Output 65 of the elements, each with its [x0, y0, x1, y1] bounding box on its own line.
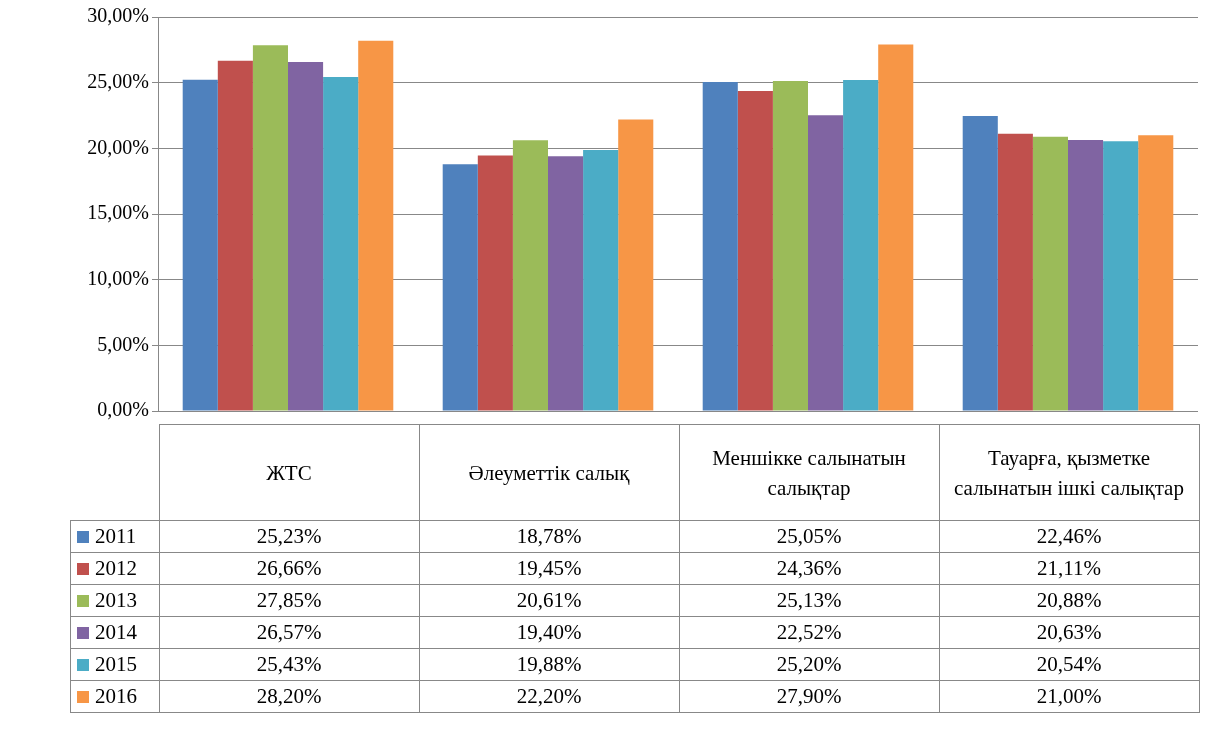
data-label: 20,88% — [939, 584, 1199, 617]
y-tick-label: 30,00% — [87, 4, 149, 27]
bar — [702, 82, 738, 411]
legend-label: 2011 — [95, 524, 137, 548]
bar — [843, 80, 879, 411]
bar — [358, 40, 394, 411]
bar — [1068, 140, 1104, 411]
legend-label: 2013 — [95, 588, 137, 612]
bar — [442, 164, 478, 411]
data-label: 24,36% — [679, 552, 939, 585]
bar — [1138, 135, 1174, 411]
bar — [477, 155, 513, 411]
data-label: 27,90% — [679, 680, 939, 713]
data-label: 25,43% — [159, 648, 419, 681]
legend-label: 2014 — [95, 620, 137, 644]
data-label: 19,45% — [419, 552, 679, 585]
bar — [252, 45, 288, 411]
y-tick-label: 25,00% — [87, 69, 149, 92]
data-label: 22,20% — [419, 680, 679, 713]
bar — [808, 115, 844, 411]
x-tick-label: ЖТС — [159, 424, 419, 521]
data-label: 26,66% — [159, 552, 419, 585]
data-label: 20,63% — [939, 616, 1199, 649]
bar — [962, 116, 998, 411]
bar — [1103, 141, 1139, 411]
bar — [737, 91, 773, 411]
data-label: 25,20% — [679, 648, 939, 681]
data-label: 25,05% — [679, 520, 939, 553]
data-label: 27,85% — [159, 584, 419, 617]
bar — [548, 156, 584, 411]
data-label: 25,13% — [679, 584, 939, 617]
data-label: 20,61% — [419, 584, 679, 617]
data-label: 21,00% — [939, 680, 1199, 713]
bar — [217, 60, 253, 411]
data-label: 26,57% — [159, 616, 419, 649]
bar — [583, 149, 619, 411]
data-label: 22,52% — [679, 616, 939, 649]
bar — [997, 133, 1033, 411]
data-label: 19,88% — [419, 648, 679, 681]
y-tick-label: 15,00% — [87, 201, 149, 224]
data-label: 25,23% — [159, 520, 419, 553]
y-tick-label: 0,00% — [97, 398, 149, 421]
x-tick-label: Әлеуметтік салық — [419, 424, 679, 521]
bar — [618, 119, 654, 411]
bar — [182, 79, 218, 411]
bar — [323, 77, 359, 411]
data-label: 28,20% — [159, 680, 419, 713]
data-label: 22,46% — [939, 520, 1199, 553]
bar — [288, 62, 324, 411]
legend-label: 2016 — [95, 684, 137, 708]
y-tick-label: 5,00% — [97, 332, 149, 355]
x-tick-label: Тауарға, қызметке салынатын ішкі салықтар — [939, 424, 1199, 521]
y-tick-label: 20,00% — [87, 135, 149, 158]
data-label: 18,78% — [419, 520, 679, 553]
bar — [772, 80, 808, 411]
legend-label: 2012 — [95, 556, 137, 580]
data-label: 20,54% — [939, 648, 1199, 681]
bar — [512, 140, 548, 411]
legend-label: 2015 — [95, 652, 137, 676]
data-label: 19,40% — [419, 616, 679, 649]
y-tick-label: 10,00% — [87, 266, 149, 289]
data-label: 21,11% — [939, 552, 1199, 585]
bar — [878, 44, 914, 411]
bar — [1032, 136, 1068, 411]
x-tick-label: Меншікке салынатын салықтар — [679, 424, 939, 521]
